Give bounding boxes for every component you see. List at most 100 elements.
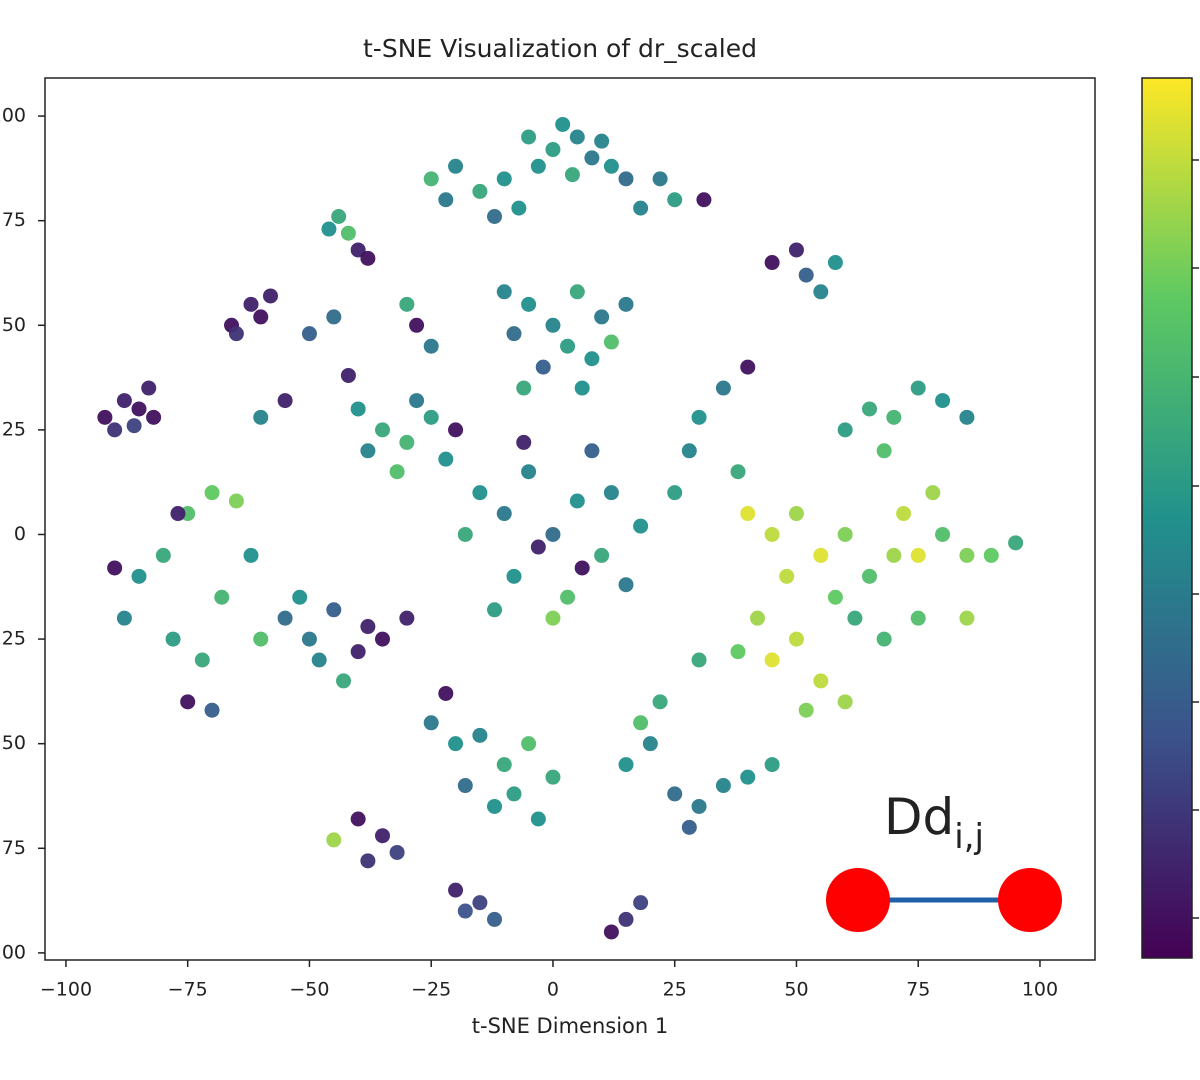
point [204, 485, 220, 501]
point [696, 192, 712, 208]
point [764, 652, 780, 668]
point [423, 409, 439, 425]
point [243, 547, 259, 563]
point [1008, 535, 1024, 551]
point [423, 715, 439, 731]
point [574, 560, 590, 576]
point [472, 485, 488, 501]
x-tick-label: −100 [40, 979, 92, 1001]
point [487, 602, 503, 618]
point [560, 338, 576, 354]
point [155, 547, 171, 563]
point [107, 422, 123, 438]
point [681, 443, 697, 459]
x-tick-label: −50 [289, 979, 329, 1001]
point [545, 610, 561, 626]
point [813, 673, 829, 689]
point [399, 610, 415, 626]
point [618, 757, 634, 773]
plot-frame [44, 77, 1096, 961]
colorbar-ticks [1192, 159, 1199, 919]
point [253, 631, 269, 647]
point [350, 401, 366, 417]
y-tick-label: −75 [0, 837, 26, 859]
point [350, 644, 366, 660]
point [862, 568, 878, 584]
point [740, 769, 756, 785]
point [457, 526, 473, 542]
point [633, 200, 649, 216]
point [569, 284, 585, 300]
point [487, 208, 503, 224]
point [243, 296, 259, 312]
point [126, 418, 142, 434]
point [521, 129, 537, 145]
point [594, 309, 610, 325]
point [584, 443, 600, 459]
x-tick-label: −25 [411, 979, 451, 1001]
point [448, 422, 464, 438]
point [681, 819, 697, 835]
point [438, 451, 454, 467]
point [545, 769, 561, 785]
point [715, 778, 731, 794]
point [764, 526, 780, 542]
annotation-main: Dd [884, 788, 954, 846]
point [691, 409, 707, 425]
point [959, 547, 975, 563]
point [350, 242, 366, 258]
point [618, 296, 634, 312]
point [506, 326, 522, 342]
point [574, 380, 590, 396]
point [983, 547, 999, 563]
annotation-subscript: i,j [954, 817, 984, 857]
point [521, 296, 537, 312]
point [180, 694, 196, 710]
point [633, 895, 649, 911]
point [886, 409, 902, 425]
point [530, 811, 546, 827]
point [691, 652, 707, 668]
point [375, 422, 390, 438]
point [331, 208, 347, 224]
annotation-text: Ddi,j [884, 788, 984, 857]
point [788, 631, 804, 647]
point [603, 924, 619, 940]
point [667, 786, 683, 802]
point [448, 158, 464, 174]
point [910, 547, 926, 563]
x-axis-label: t-SNE Dimension 1 [472, 1014, 668, 1038]
point [667, 485, 683, 501]
point [511, 200, 527, 216]
point [389, 844, 405, 860]
point [633, 715, 649, 731]
point [691, 798, 707, 814]
point [516, 380, 532, 396]
point [194, 652, 210, 668]
point [340, 367, 356, 383]
point [788, 242, 804, 258]
y-tick-label: 0 [14, 523, 26, 545]
point [837, 526, 853, 542]
point [496, 506, 512, 522]
point [423, 171, 439, 187]
y-tick-label: 25 [2, 418, 26, 440]
point [569, 129, 585, 145]
point [876, 631, 892, 647]
point [847, 610, 863, 626]
point [569, 493, 585, 509]
point [594, 547, 610, 563]
point [603, 485, 619, 501]
point [409, 393, 425, 409]
point [277, 610, 293, 626]
point [925, 485, 941, 501]
y-tick-label: 100 [0, 105, 26, 127]
point [360, 250, 376, 266]
point [798, 702, 814, 718]
point [116, 610, 132, 626]
x-tick-label: 100 [1022, 979, 1058, 1001]
point [375, 631, 390, 647]
point [584, 351, 600, 367]
x-tick-label: 25 [663, 979, 687, 1001]
point [652, 171, 668, 187]
